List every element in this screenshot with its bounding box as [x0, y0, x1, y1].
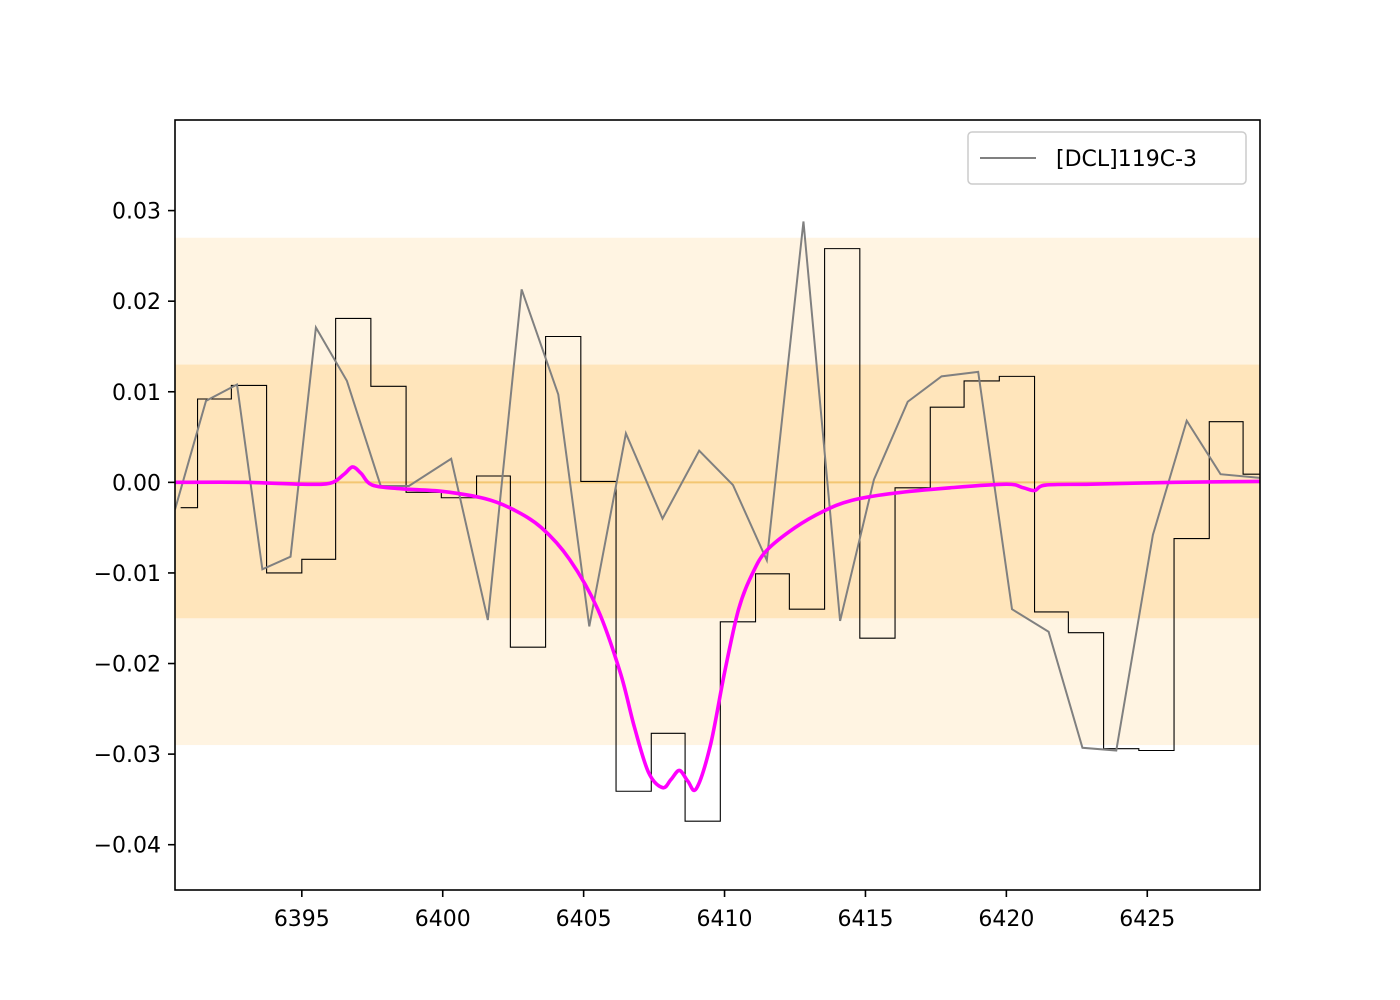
x-tick-label: 6415 [837, 907, 893, 932]
band-1 [175, 364, 1260, 619]
series-layer [175, 221, 1260, 822]
legend: [DCL]119C-3 [967, 131, 1247, 185]
x-tick-label: 6395 [274, 907, 330, 932]
x-tick-label: 6420 [978, 907, 1034, 932]
x-tick-label: 6400 [415, 907, 471, 932]
x-tick-label: 6425 [1119, 907, 1175, 932]
y-tick-label: −0.02 [94, 653, 161, 678]
x-axis: 6395 6400 6405 6410 6415 6420 6425 [274, 890, 1175, 932]
y-tick-label: 0.00 [112, 471, 161, 496]
y-tick-label: −0.03 [94, 743, 161, 768]
series-model-curve [175, 465, 1260, 793]
x-tick-label: 6410 [697, 907, 753, 932]
series-step-histogram [180, 248, 1260, 822]
series-interpolated-line [175, 221, 1260, 752]
plot-frame [174, 119, 1261, 891]
x-tick-label: 6405 [556, 907, 612, 932]
y-axis: 0.03 0.02 0.01 0.00 −0.01 −0.02 −0.03 −0.04 [94, 200, 175, 859]
legend-label: [DCL]119C-3 [1056, 147, 1197, 172]
y-tick-label: 0.02 [112, 290, 161, 315]
y-tick-label: 0.03 [112, 200, 161, 225]
y-tick-label: 0.01 [112, 381, 161, 406]
shaded-bands [175, 237, 1260, 746]
legend-box [967, 131, 1247, 185]
y-tick-label: −0.04 [94, 834, 161, 859]
y-tick-label: −0.01 [94, 562, 161, 587]
